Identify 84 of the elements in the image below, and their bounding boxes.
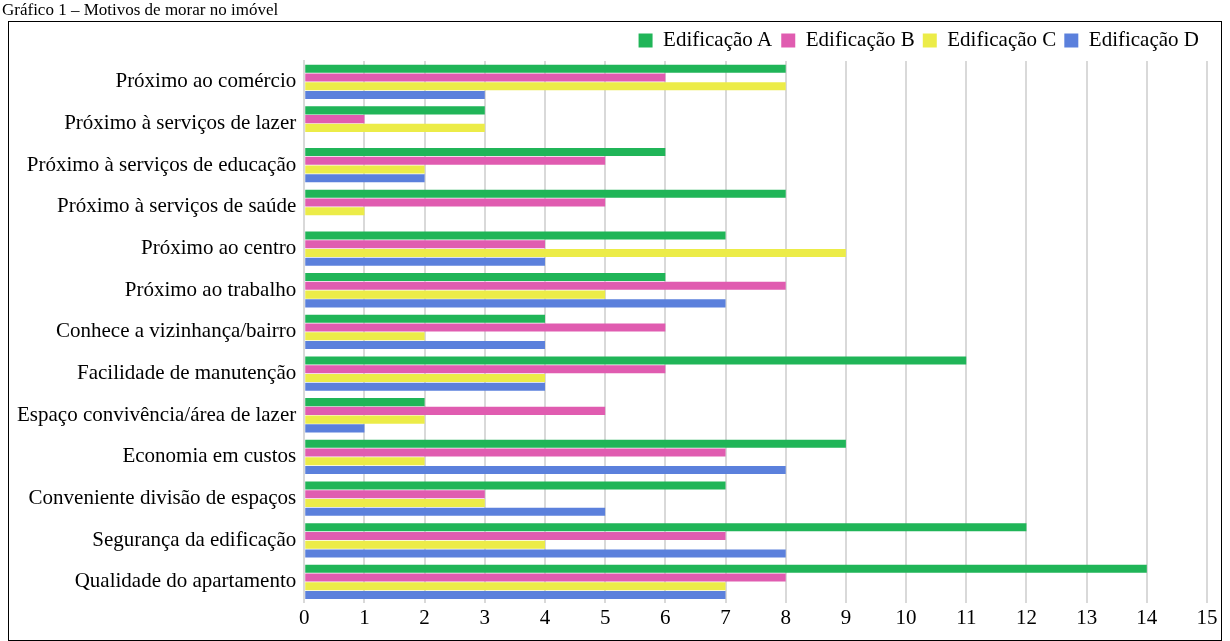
x-tick-label: 5: [599, 604, 611, 629]
bar: [305, 365, 666, 374]
x-tick-label: 13: [1076, 604, 1098, 629]
bar: [305, 573, 786, 582]
y-tick-label: Qualidade do apartamento: [74, 568, 297, 593]
bar: [305, 332, 425, 341]
bar: [305, 457, 425, 466]
y-tick-label: Próximo ao comércio: [115, 68, 297, 93]
y-tick-label: Conhece a vizinhança/bairro: [56, 318, 297, 343]
x-tick-label: 6: [660, 604, 671, 629]
bar: [305, 281, 786, 290]
y-tick-label: Economia em custos: [122, 443, 297, 468]
y-tick-label: Facilidade de manutenção: [76, 360, 297, 385]
bar: [305, 73, 666, 82]
bar: [305, 406, 606, 415]
bar: [305, 424, 365, 433]
x-tick-label: 7: [720, 604, 731, 629]
bar: [305, 189, 786, 198]
bar: [305, 290, 606, 299]
bar: [305, 314, 545, 323]
bar: [305, 382, 545, 391]
legend-label: Edificação B: [805, 27, 915, 52]
y-tick-label: Espaço convivência/área de lazer: [16, 401, 297, 426]
bar: [305, 231, 726, 240]
bar: [305, 507, 606, 516]
x-tick-label: 15: [1196, 604, 1218, 629]
bar: [305, 174, 425, 183]
bar: [305, 148, 666, 157]
legend-label: Edificação C: [947, 27, 1057, 52]
x-tick-label: 4: [539, 604, 551, 629]
legend-label: Edificação A: [663, 27, 773, 52]
bar: [305, 531, 726, 540]
bar: [305, 299, 726, 308]
legend-label: Edificação D: [1088, 27, 1200, 52]
bar: [305, 64, 786, 73]
bar: [305, 540, 545, 549]
bar: [305, 564, 1147, 573]
bar: [305, 273, 666, 282]
bar: [305, 341, 545, 350]
bar: [305, 466, 786, 475]
x-tick-label: 2: [419, 604, 430, 629]
bar: [305, 448, 726, 457]
bar: [305, 323, 666, 332]
bar: [305, 591, 726, 600]
bar: [305, 207, 365, 216]
bar: [305, 240, 545, 249]
x-tick-label: 1: [359, 604, 370, 629]
y-tick-label: Conveniente divisão de espaços: [28, 485, 297, 510]
bar: [305, 549, 786, 558]
x-tick-label: 11: [956, 604, 977, 629]
bar: [305, 398, 425, 407]
bar: [305, 439, 846, 448]
bar: [305, 82, 786, 91]
bar: [305, 481, 726, 490]
x-tick-label: 9: [840, 604, 852, 629]
bar: [305, 165, 425, 174]
bar: [305, 115, 365, 124]
bar: [305, 123, 485, 132]
bar: [305, 106, 485, 115]
y-tick-label: Próximo ao trabalho: [124, 276, 297, 301]
bar: [305, 198, 606, 207]
y-tick-label: Próximo ao centro: [141, 235, 297, 260]
bar: [305, 373, 545, 382]
bar: [305, 257, 545, 266]
bar: [305, 156, 606, 165]
y-tick-label: Próximo à serviços de lazer: [64, 110, 297, 135]
x-tick-label: 10: [895, 604, 917, 629]
text: Gráfico 1 – Motivos de morar no imóvel: [2, 0, 279, 20]
bar: [305, 498, 485, 508]
bar: [305, 356, 967, 365]
x-tick-label: 0: [298, 604, 310, 629]
bar: [305, 490, 485, 499]
x-tick-label: 3: [479, 604, 491, 629]
bar: [305, 248, 846, 257]
x-tick-label: 12: [1015, 604, 1037, 629]
y-tick-label: Próximo à serviços de educação: [26, 151, 297, 176]
x-tick-label: 8: [780, 604, 791, 629]
y-tick-label: Segurança da edificação: [92, 526, 297, 551]
y-tick-label: Próximo à serviços de saúde: [57, 193, 297, 218]
bar: [305, 582, 726, 591]
x-tick-label: 14: [1136, 604, 1158, 629]
bar: [305, 90, 485, 99]
bar: [305, 523, 1027, 532]
bar: [305, 415, 425, 424]
